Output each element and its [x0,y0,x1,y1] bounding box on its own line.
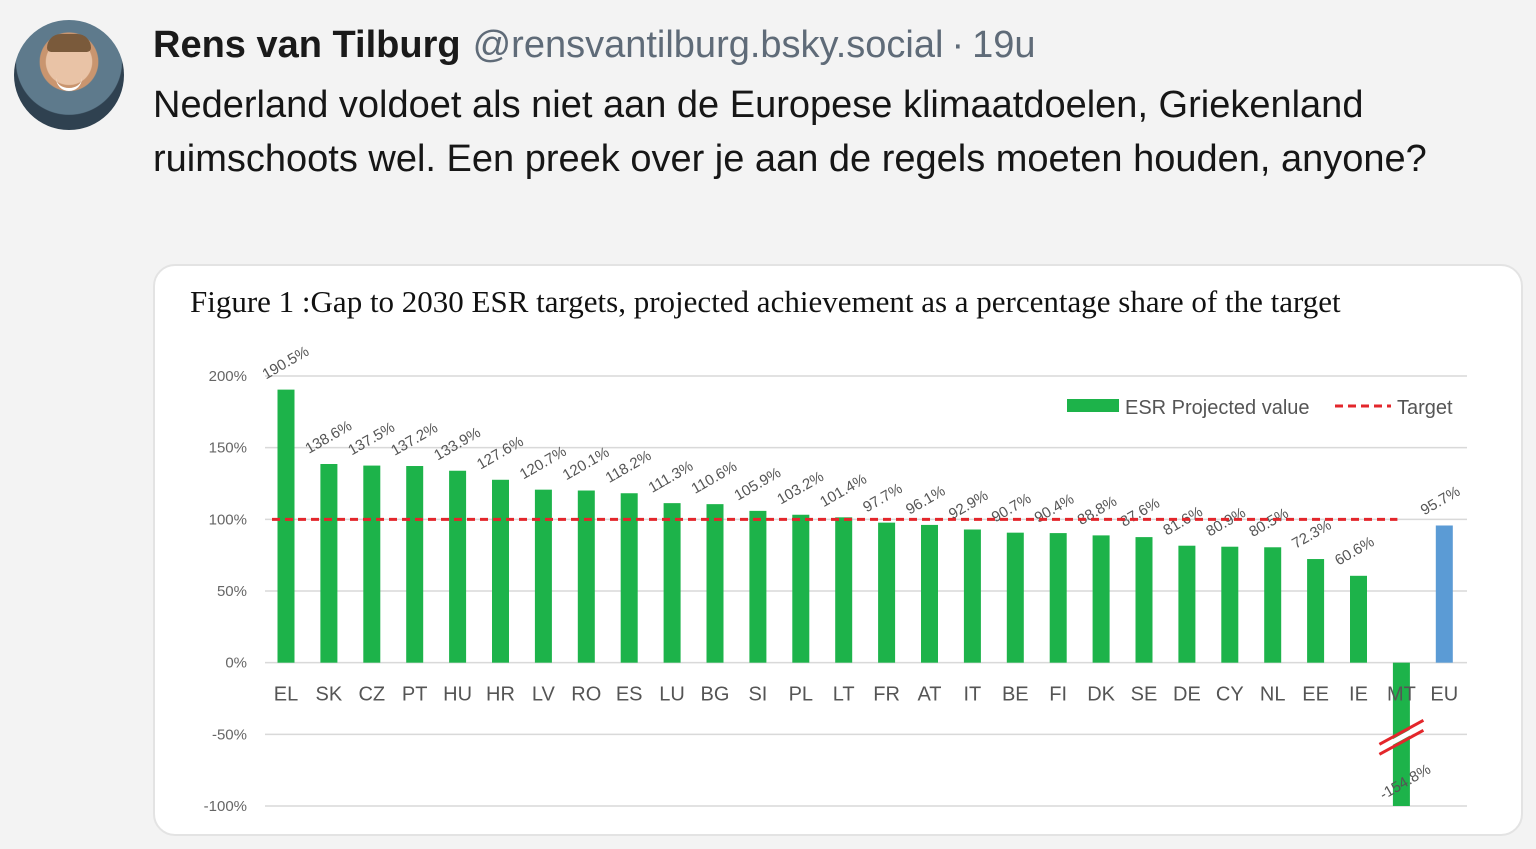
category-label: CZ [358,684,385,706]
y-tick-label: -50% [212,726,247,743]
data-label: 80.5% [1246,505,1291,541]
axis-break-mark [1378,729,1425,756]
y-tick-label: 100% [209,511,247,528]
category-label: SE [1131,684,1158,706]
category-label: IE [1349,684,1368,706]
data-label: 137.5% [345,419,398,459]
data-label: 120.7% [517,443,570,483]
category-label: EL [274,684,298,706]
bar-pt [406,466,424,663]
embedded-image-card[interactable]: Figure 1 :Gap to 2030 ESR targets, proje… [153,264,1523,836]
data-label: 72.3% [1289,517,1334,553]
category-label: LU [659,684,685,706]
data-label: 88.8% [1075,493,1120,529]
bar-de [1178,545,1196,663]
chart-title: Figure 1 :Gap to 2030 ESR targets, proje… [190,284,1341,319]
category-label: BG [701,684,730,706]
header-separator: · [951,24,965,66]
legend-target-label: Target [1397,397,1453,419]
category-label: PL [789,684,813,706]
category-label: HU [443,684,472,706]
data-label: 120.1% [560,444,613,484]
legend-series-label: ESR Projected value [1125,397,1310,419]
data-label: 103.2% [774,468,827,508]
data-label: 92.9% [946,487,991,523]
bar-cy [1221,546,1239,663]
bar-cz [363,465,381,663]
y-tick-label: 150% [209,440,247,457]
post-text: Nederland voldoet als niet aan de Europe… [153,84,1427,180]
bar-ro [577,490,595,663]
bar-mt [1392,662,1410,806]
category-label: DK [1087,684,1115,706]
category-label: PT [402,684,428,706]
bar-lv [534,489,552,663]
data-label: 111.3% [646,458,697,497]
bar-ee [1307,559,1325,663]
bar-eu [1435,525,1453,663]
category-label: LV [532,684,556,706]
axis-break-gap [1378,723,1425,752]
category-label: AT [917,684,941,706]
category-label: EE [1302,684,1329,706]
data-label: 87.6% [1118,495,1163,531]
y-tick-label: 200% [209,368,247,385]
author-avatar[interactable] [14,20,124,130]
category-label: MT [1387,684,1416,706]
legend-bar-swatch [1067,399,1119,412]
bar-nl [1264,547,1282,663]
bar-es [620,493,638,663]
bar-fr [878,522,896,663]
bar-se [1135,537,1153,663]
bar-bg [706,504,724,663]
bar-hr [492,479,509,663]
bar-hu [449,470,467,663]
author-name[interactable]: Rens van Tilburg [153,24,461,66]
y-tick-label: -100% [204,798,247,815]
category-label: CY [1216,684,1244,706]
bar-el [277,389,295,663]
axis-break-mark [1378,719,1425,746]
data-label: 190.5% [260,343,313,383]
data-label: 96.1% [903,482,948,518]
data-label: 90.4% [1032,491,1077,527]
esr-chart: Figure 1 :Gap to 2030 ESR targets, proje… [190,284,1467,815]
bar-pl [792,514,810,663]
bar-ie [1350,575,1367,663]
avatar-hair [47,34,91,52]
category-label: NL [1260,684,1286,706]
category-label: EU [1430,684,1458,706]
category-label: BE [1002,684,1029,706]
post-header: Rens van Tilburg @rensvantilburg.bsky.soc… [153,22,1036,68]
bar-si [749,510,767,663]
bar-at [921,524,938,663]
category-label: DE [1173,684,1201,706]
category-label: LT [833,684,855,706]
post-time[interactable]: 19u [972,24,1036,66]
category-label: RO [571,684,601,706]
data-label: 95.7% [1418,483,1463,519]
y-tick-label: 0% [225,655,247,672]
data-label: 81.6% [1160,503,1205,539]
bar-sk [320,464,338,663]
bar-lu [663,503,681,663]
data-label: 80.9% [1203,504,1248,540]
category-label: FR [873,684,900,706]
bar-lt [835,517,853,663]
bar-dk [1092,535,1110,663]
category-label: HR [486,684,515,706]
author-handle[interactable]: @rensvantilburg.bsky.social [472,24,944,66]
bar-be [1006,532,1024,663]
category-label: SI [748,684,767,706]
data-label: 60.6% [1332,533,1377,569]
category-label: ES [616,684,643,706]
bar-it [963,529,981,663]
bar-fi [1049,533,1067,663]
category-label: IT [964,684,982,706]
y-tick-label: 50% [217,583,247,600]
avatar-smile [56,78,82,91]
category-label: SK [316,684,343,706]
data-label: 138.6% [302,417,355,457]
category-label: FI [1049,684,1067,706]
